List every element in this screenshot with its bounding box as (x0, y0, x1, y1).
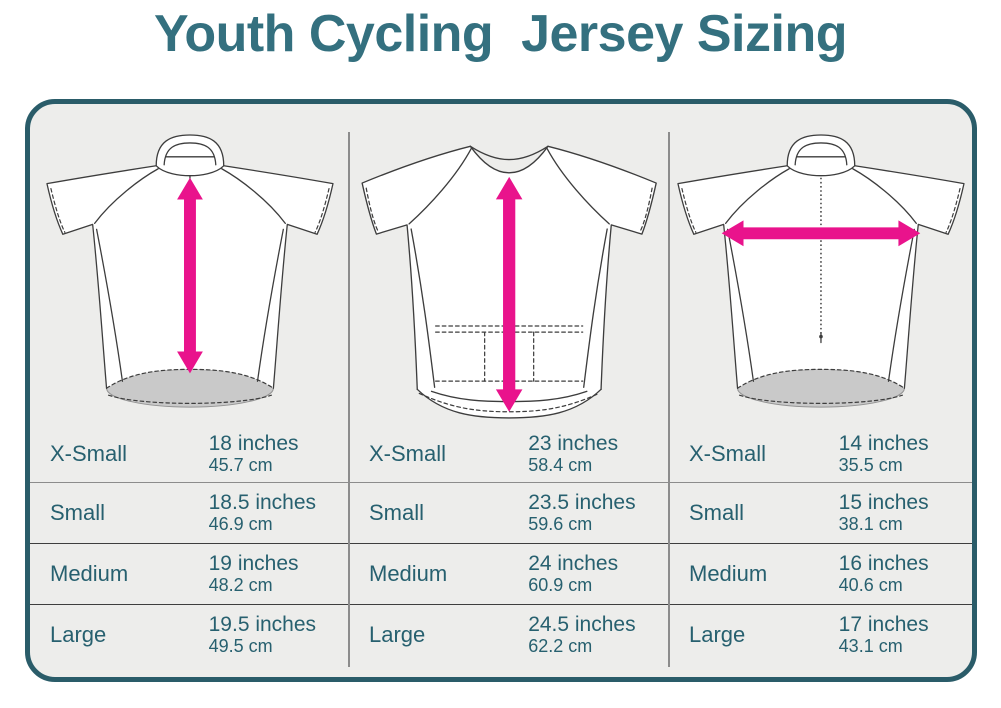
value-inches: 24 inches (528, 552, 619, 575)
column-chest-width: X-Small 14 inches 35.5 cm Small 15 inche… (669, 104, 972, 677)
value-cm: 35.5 cm (838, 455, 903, 475)
page-title: Youth Cycling Jersey Sizing (154, 5, 847, 63)
value-cm: 46.9 cm (208, 514, 273, 534)
table-row: Small 15 inches 38.1 cm (669, 482, 972, 543)
table-row: Medium 19 inches 48.2 cm (30, 543, 349, 604)
table-row: X-Small 14 inches 35.5 cm (669, 426, 972, 482)
size-label: Large (369, 622, 426, 647)
front-length-table: X-Small 18 inches 45.7 cm Small 18.5 inc… (30, 426, 349, 677)
jersey-front-length-diagram (30, 104, 349, 426)
value-inches: 23.5 inches (528, 491, 636, 514)
size-label: Medium (369, 561, 448, 586)
value-cm: 48.2 cm (208, 575, 273, 595)
value-inches: 15 inches (838, 491, 929, 514)
vertical-measure-arrow-icon (176, 177, 203, 374)
size-label: Large (50, 622, 107, 647)
column-divider (348, 132, 350, 667)
jersey-front-icon (45, 134, 334, 408)
value-cm: 62.2 cm (528, 636, 593, 656)
vertical-measure-arrow-icon (495, 176, 523, 412)
value-cm: 40.6 cm (838, 575, 903, 595)
table-row: Large 19.5 inches 49.5 cm (30, 604, 349, 665)
value-inches: 16 inches (838, 552, 929, 575)
jersey-back-length-diagram (349, 104, 669, 426)
size-label: Small (689, 500, 745, 525)
size-label: X-Small (689, 441, 767, 466)
size-label: Small (50, 500, 106, 525)
value-inches: 14 inches (838, 432, 929, 455)
size-label: Medium (50, 561, 129, 586)
value-inches: 17 inches (838, 613, 929, 636)
value-inches: 18.5 inches (208, 491, 317, 514)
value-cm: 45.7 cm (208, 455, 273, 475)
size-label: Small (369, 500, 425, 525)
chest-width-table: X-Small 14 inches 35.5 cm Small 15 inche… (669, 426, 972, 677)
size-label: Medium (689, 561, 768, 586)
sizing-panel: X-Small 18 inches 45.7 cm Small 18.5 inc… (25, 99, 977, 682)
value-inches: 18 inches (208, 432, 299, 455)
value-cm: 38.1 cm (838, 514, 903, 534)
table-row: Large 17 inches 43.1 cm (669, 604, 972, 665)
column-divider (668, 132, 670, 667)
value-inches: 23 inches (528, 432, 619, 455)
size-label: Large (689, 622, 746, 647)
size-label: X-Small (50, 441, 128, 466)
column-front-length: X-Small 18 inches 45.7 cm Small 18.5 inc… (30, 104, 349, 677)
value-cm: 43.1 cm (838, 636, 903, 656)
size-label: X-Small (369, 441, 447, 466)
jersey-chest-width-diagram (669, 104, 972, 426)
table-row: Medium 16 inches 40.6 cm (669, 543, 972, 604)
table-row: X-Small 18 inches 45.7 cm (30, 426, 349, 482)
jersey-front-zipper-icon (676, 134, 965, 408)
value-inches: 19.5 inches (208, 613, 317, 636)
value-inches: 24.5 inches (528, 613, 636, 636)
value-cm: 60.9 cm (528, 575, 593, 595)
table-row: X-Small 23 inches 58.4 cm (349, 426, 669, 482)
jersey-back-icon (361, 145, 657, 419)
table-row: Medium 24 inches 60.9 cm (349, 543, 669, 604)
table-row: Small 23.5 inches 59.6 cm (349, 482, 669, 543)
value-inches: 19 inches (208, 552, 299, 575)
table-row: Small 18.5 inches 46.9 cm (30, 482, 349, 543)
value-cm: 58.4 cm (528, 455, 593, 475)
horizontal-measure-arrow-icon (721, 220, 920, 247)
column-back-length: X-Small 23 inches 58.4 cm Small 23.5 inc… (349, 104, 669, 677)
table-row: Large 24.5 inches 62.2 cm (349, 604, 669, 665)
value-cm: 49.5 cm (208, 636, 273, 656)
back-length-table: X-Small 23 inches 58.4 cm Small 23.5 inc… (349, 426, 669, 677)
value-cm: 59.6 cm (528, 514, 593, 534)
